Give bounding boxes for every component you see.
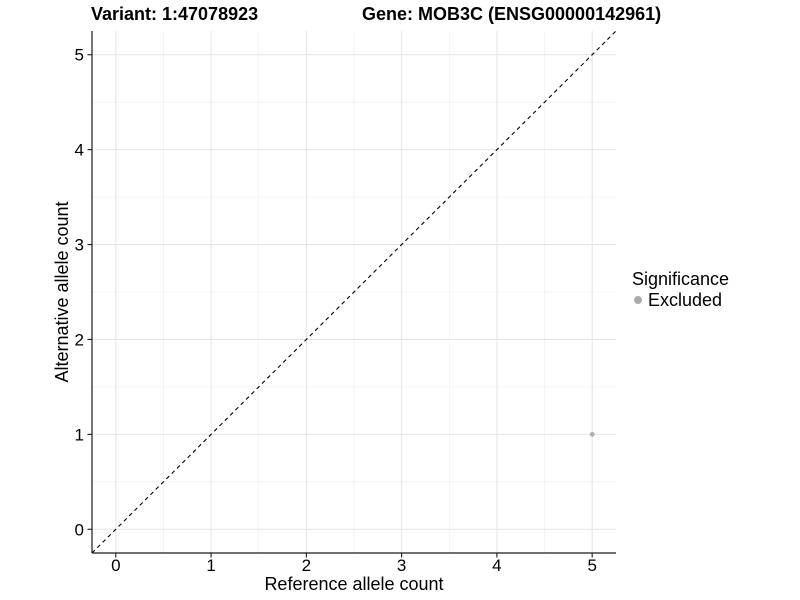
- y-tick-label: 2: [75, 330, 84, 349]
- x-tick-label: 0: [111, 556, 120, 575]
- y-tick-label: 4: [75, 141, 84, 160]
- x-axis-title: Reference allele count: [264, 574, 443, 594]
- y-axis-title: Alternative allele count: [52, 201, 72, 382]
- x-tick-label: 5: [587, 556, 596, 575]
- identity-line: [91, 30, 617, 554]
- y-tick-label: 1: [75, 425, 84, 444]
- excluded-point-icon: [634, 296, 642, 304]
- legend: Significance Excluded: [632, 268, 729, 310]
- legend-title: Significance: [632, 269, 730, 289]
- data-point: [589, 431, 595, 437]
- y-tick-label: 0: [75, 520, 84, 539]
- y-tick-label: 3: [75, 236, 84, 255]
- y-tick-label: 5: [75, 46, 84, 65]
- x-tick-label: 2: [302, 556, 311, 575]
- legend-item-label: Excluded: [648, 290, 723, 310]
- x-tick-label: 4: [492, 556, 501, 575]
- x-tick-label: 3: [397, 556, 406, 575]
- plot-title-variant: Variant: 1:47078923: [91, 4, 259, 24]
- legend-item-excluded: Excluded: [632, 290, 729, 310]
- plot-title-gene: Gene: MOB3C (ENSG00000142961): [362, 4, 662, 24]
- x-tick-label: 1: [206, 556, 215, 575]
